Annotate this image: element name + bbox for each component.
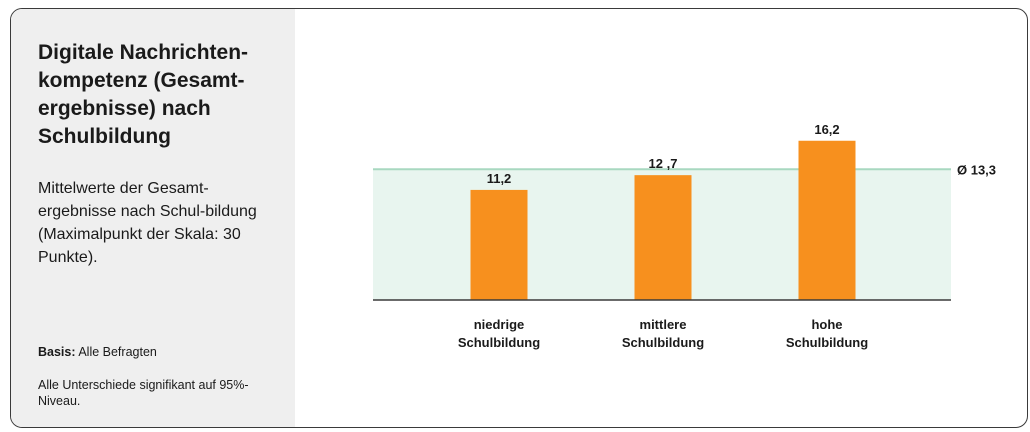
bar-value-label: 11,2 [487,171,512,186]
average-label: Ø 13,3 [957,162,996,177]
bar-value-label: 16,2 [814,122,839,137]
basis-label: Basis: [38,345,76,359]
basis-text: Basis: Alle Befragten [38,345,278,359]
chart-title: Digitale Nachrichten-kompetenz (Gesamt-e… [38,41,249,148]
x-tick-label: niedrige Schulbildung [458,317,540,350]
x-tick-label: hohe Schulbildung [786,317,868,350]
bar [634,175,692,300]
bar [470,189,528,300]
bar-value-label: 12 ,7 [649,156,678,171]
info-panel: Digitale Nachrichten-kompetenz (Gesamt-e… [11,9,295,427]
x-tick-label: mittlere Schulbildung [622,317,704,350]
basis-value: Alle Befragten [78,345,157,359]
chart-card: Digitale Nachrichten-kompetenz (Gesamt-e… [10,8,1028,428]
bar [798,140,856,300]
significance-note: Alle Unterschiede signifikant auf 95%-Ni… [38,378,249,408]
chart-description: Mittelwerte der Gesamt-ergebnisse nach S… [38,180,257,266]
bar-chart: Ø 13,3 11,2 niedrige Schulbildung 12 ,7 mittl… [373,122,996,350]
